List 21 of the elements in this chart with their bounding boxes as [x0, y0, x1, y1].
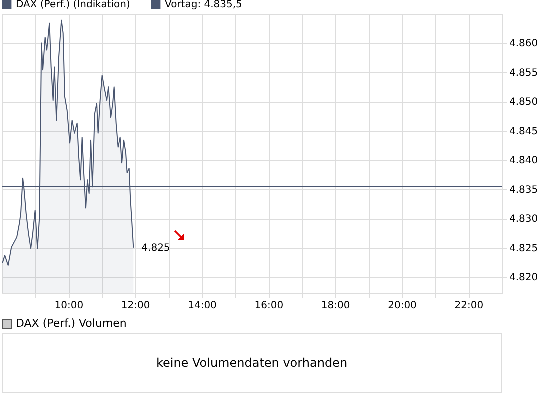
y-tick-label: 4.855 — [510, 68, 538, 79]
y-tick-label: 4.825 — [510, 243, 538, 254]
text: keine Volumendaten vorhanden — [156, 356, 348, 370]
y-tick-label: 4.820 — [510, 272, 538, 284]
x-tick-label: 18:00 — [321, 300, 350, 312]
y-tick-label: 4.835 — [510, 184, 538, 196]
annotation: 4.825 — [142, 242, 170, 254]
x-tick-label: 14:00 — [188, 300, 217, 312]
x-tick-label: 20:00 — [388, 300, 417, 312]
y-tick-label: 4.840 — [510, 156, 538, 167]
x-tick-label: 22:00 — [454, 300, 484, 312]
y-tick-label: 4.860 — [510, 38, 538, 50]
legend-label: Vortag: 4.835,5 — [165, 0, 242, 10]
y-tick-label: 4.850 — [510, 97, 538, 108]
x-tick-label: 10:00 — [54, 300, 84, 312]
legend-label: DAX (Perf.) (Indikation) — [16, 0, 130, 10]
x-tick-label: 12:00 — [121, 300, 150, 312]
y-tick-label: 4.845 — [510, 126, 538, 138]
text: DAX (Perf.) Volumen — [16, 317, 127, 330]
y-tick-label: 4.830 — [510, 214, 538, 226]
x-tick-label: 16:00 — [254, 300, 284, 312]
